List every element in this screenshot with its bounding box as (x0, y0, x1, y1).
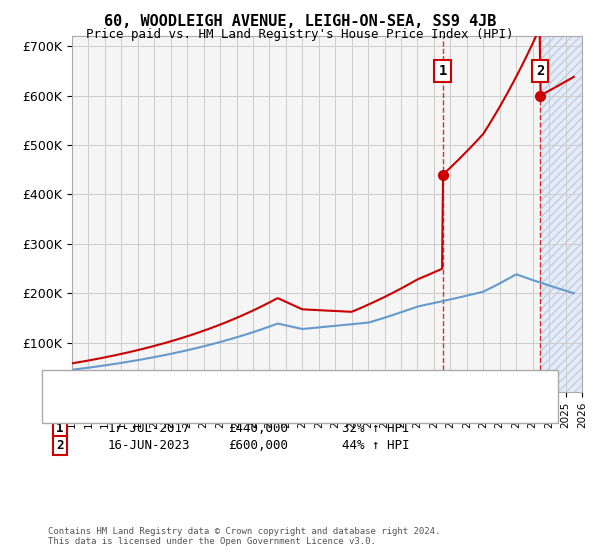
Bar (540, 36, 582, 392)
Text: 2: 2 (56, 438, 64, 452)
Text: £440,000: £440,000 (228, 422, 288, 435)
Bar (540, 36, 582, 392)
Text: HPI: Average price, semi-detached house, Southend-on-Sea: HPI: Average price, semi-detached house,… (96, 405, 446, 415)
Text: 44% ↑ HPI: 44% ↑ HPI (342, 438, 409, 452)
Text: 60, WOODLEIGH AVENUE, LEIGH-ON-SEA, SS9 4JB: 60, WOODLEIGH AVENUE, LEIGH-ON-SEA, SS9 … (104, 14, 496, 29)
Text: 17-JUL-2017: 17-JUL-2017 (108, 422, 191, 435)
Text: 1: 1 (439, 64, 447, 78)
Text: 32% ↑ HPI: 32% ↑ HPI (342, 422, 409, 435)
Text: 1: 1 (56, 422, 64, 435)
Text: 2: 2 (536, 64, 544, 78)
Text: 16-JUN-2023: 16-JUN-2023 (108, 438, 191, 452)
Text: Price paid vs. HM Land Registry's House Price Index (HPI): Price paid vs. HM Land Registry's House … (86, 28, 514, 41)
Text: 60, WOODLEIGH AVENUE, LEIGH-ON-SEA, SS9 4JB (semi-detached house): 60, WOODLEIGH AVENUE, LEIGH-ON-SEA, SS9 … (96, 394, 502, 404)
Text: Contains HM Land Registry data © Crown copyright and database right 2024.
This d: Contains HM Land Registry data © Crown c… (48, 526, 440, 546)
Text: £600,000: £600,000 (228, 438, 288, 452)
